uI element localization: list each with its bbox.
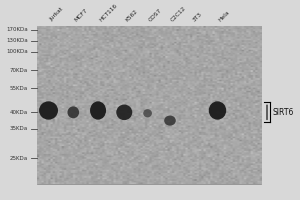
Text: Hela: Hela: [218, 9, 231, 22]
Text: 25KDa: 25KDa: [10, 156, 28, 161]
Text: 3T3: 3T3: [192, 11, 203, 22]
Text: C2C12: C2C12: [170, 5, 187, 22]
FancyBboxPatch shape: [37, 26, 261, 184]
Text: 130KDa: 130KDa: [6, 38, 28, 43]
Text: MCF7: MCF7: [73, 7, 88, 22]
Ellipse shape: [143, 109, 152, 117]
Text: 35KDa: 35KDa: [10, 126, 28, 131]
Text: SIRT6: SIRT6: [273, 108, 294, 117]
Ellipse shape: [39, 101, 58, 120]
Text: 100KDa: 100KDa: [6, 49, 28, 54]
Text: HCT116: HCT116: [98, 3, 118, 22]
Text: Jurkat: Jurkat: [49, 7, 64, 22]
Text: 70KDa: 70KDa: [10, 68, 28, 73]
Text: K562: K562: [124, 8, 138, 22]
Ellipse shape: [68, 106, 79, 118]
Ellipse shape: [116, 105, 132, 120]
Ellipse shape: [90, 101, 106, 120]
Text: 170KDa: 170KDa: [6, 27, 28, 32]
Text: 40KDa: 40KDa: [10, 110, 28, 115]
Ellipse shape: [164, 116, 176, 126]
Ellipse shape: [209, 101, 226, 120]
Text: 55KDa: 55KDa: [10, 86, 28, 91]
Text: COS7: COS7: [148, 7, 163, 22]
